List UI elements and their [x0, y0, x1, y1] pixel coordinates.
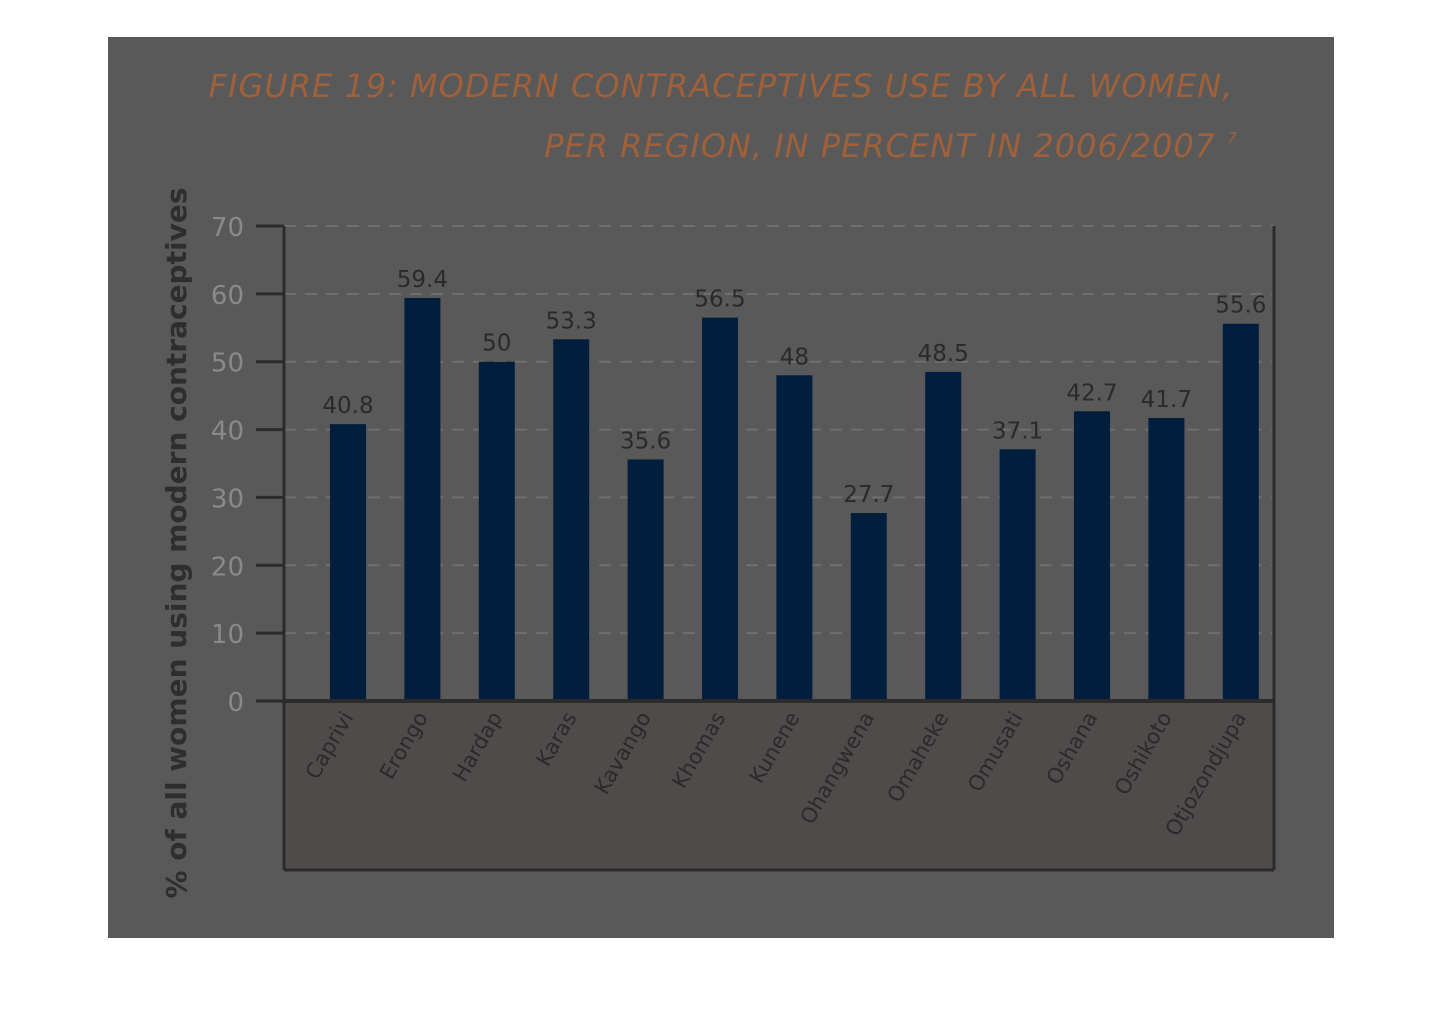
title-line-1: FIGURE 19: MODERN CONTRACEPTIVES USE BY …: [208, 67, 1234, 105]
data-label: 50: [482, 331, 511, 357]
category-label-area: [284, 700, 1274, 870]
data-label: 35.6: [620, 428, 671, 454]
data-label: 42.7: [1066, 380, 1117, 406]
y-tick-label: 0: [227, 688, 244, 718]
bar: [404, 297, 441, 701]
data-label: 55.6: [1215, 293, 1266, 319]
bar: [1074, 411, 1110, 701]
bar: [553, 339, 590, 701]
bar: [1222, 323, 1259, 701]
value-labels: 40.8 59.4 50 53.3 35.6 56.5 48 27.7 48.5 37.1 42.7…: [322, 267, 1266, 508]
bar: [702, 317, 738, 701]
chart-title: FIGURE 19: MODERN CONTRACEPTIVES USE BY …: [0, 60, 1442, 172]
data-label: 27.7: [843, 482, 894, 508]
y-tick-label: 30: [211, 484, 244, 514]
bar: [850, 513, 887, 701]
data-label: 41.7: [1141, 387, 1192, 413]
bar: [330, 424, 366, 701]
title-line-2: PER REGION, IN PERCENT IN 2006/2007 7: [0, 112, 1442, 172]
y-tick-labels: 0 10 20 30 40 50 60 70: [211, 213, 244, 718]
data-label: 48: [780, 344, 809, 370]
y-tick-label: 60: [211, 281, 244, 311]
y-tick-label: 20: [211, 552, 244, 582]
y-axis-title: % of all women using modern contraceptiv…: [160, 188, 193, 899]
data-label: 40.8: [322, 393, 373, 419]
data-label: 37.1: [992, 418, 1043, 444]
data-label: 48.5: [918, 341, 969, 367]
y-tick-label: 50: [211, 349, 244, 379]
y-tick-label: 40: [211, 417, 244, 447]
bar: [627, 459, 664, 701]
title-footnote: 7: [1227, 129, 1238, 147]
bar: [478, 361, 515, 701]
bar: [776, 375, 813, 701]
bar: [1148, 418, 1185, 701]
data-label: 56.5: [694, 287, 745, 313]
bars: [330, 297, 1259, 701]
y-tick-label: 70: [211, 213, 244, 243]
data-label: 53.3: [546, 308, 597, 334]
bar: [999, 449, 1036, 701]
data-label: 59.4: [397, 267, 448, 293]
axes: [256, 224, 1276, 872]
y-tick-label: 10: [211, 620, 244, 650]
title-line-2-text: PER REGION, IN PERCENT IN 2006/2007: [544, 127, 1217, 165]
bar: [925, 371, 962, 701]
